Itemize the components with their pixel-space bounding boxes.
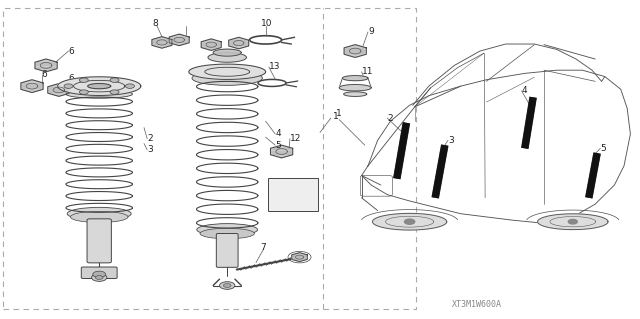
Text: 6: 6 <box>42 70 47 79</box>
Circle shape <box>92 274 107 281</box>
Circle shape <box>110 90 119 94</box>
Polygon shape <box>48 84 70 96</box>
Text: 8: 8 <box>152 19 158 28</box>
Polygon shape <box>372 213 447 230</box>
Polygon shape <box>189 64 266 79</box>
Ellipse shape <box>66 90 132 98</box>
Text: 1: 1 <box>336 109 342 118</box>
Text: 13: 13 <box>269 63 280 71</box>
Polygon shape <box>228 37 249 49</box>
Text: 4: 4 <box>275 130 281 138</box>
Polygon shape <box>344 92 367 96</box>
Text: 10: 10 <box>261 19 273 28</box>
Circle shape <box>79 78 88 82</box>
Text: 11: 11 <box>362 67 373 76</box>
Ellipse shape <box>200 228 254 239</box>
Text: 4: 4 <box>522 86 527 95</box>
Text: 3: 3 <box>147 145 153 154</box>
FancyBboxPatch shape <box>216 234 238 267</box>
Circle shape <box>125 84 134 88</box>
Polygon shape <box>213 49 241 56</box>
FancyBboxPatch shape <box>268 178 318 211</box>
Text: 1: 1 <box>333 112 339 121</box>
Polygon shape <box>342 76 368 81</box>
Text: 3: 3 <box>448 136 454 145</box>
Polygon shape <box>208 53 246 62</box>
Polygon shape <box>35 59 57 72</box>
Text: 6: 6 <box>68 74 74 83</box>
Text: 6: 6 <box>68 47 74 56</box>
Text: 12: 12 <box>290 134 301 143</box>
Polygon shape <box>88 84 111 89</box>
Polygon shape <box>292 253 307 262</box>
Circle shape <box>64 84 73 88</box>
Polygon shape <box>339 85 371 91</box>
FancyBboxPatch shape <box>87 219 111 263</box>
Ellipse shape <box>197 224 257 236</box>
Polygon shape <box>538 214 608 230</box>
Polygon shape <box>344 45 366 57</box>
Text: 9: 9 <box>368 27 374 36</box>
Ellipse shape <box>70 211 128 223</box>
Circle shape <box>568 219 577 224</box>
Polygon shape <box>21 80 43 93</box>
Circle shape <box>79 90 88 94</box>
Circle shape <box>220 282 235 289</box>
Text: 2: 2 <box>387 114 393 122</box>
Polygon shape <box>201 39 221 50</box>
Text: 5: 5 <box>600 144 606 153</box>
Polygon shape <box>271 145 292 158</box>
Text: 7: 7 <box>260 243 266 252</box>
Circle shape <box>110 78 119 82</box>
Circle shape <box>95 276 103 279</box>
Ellipse shape <box>67 207 131 220</box>
Text: 5: 5 <box>275 141 281 150</box>
Polygon shape <box>58 77 141 95</box>
Circle shape <box>404 219 415 224</box>
Circle shape <box>223 284 231 287</box>
FancyBboxPatch shape <box>81 267 117 278</box>
Polygon shape <box>152 37 172 48</box>
Text: XT3M1W600A: XT3M1W600A <box>452 300 502 309</box>
Text: 2: 2 <box>147 134 153 143</box>
Bar <box>3 8 416 309</box>
Polygon shape <box>169 34 189 46</box>
Circle shape <box>93 271 106 278</box>
Ellipse shape <box>192 71 262 85</box>
